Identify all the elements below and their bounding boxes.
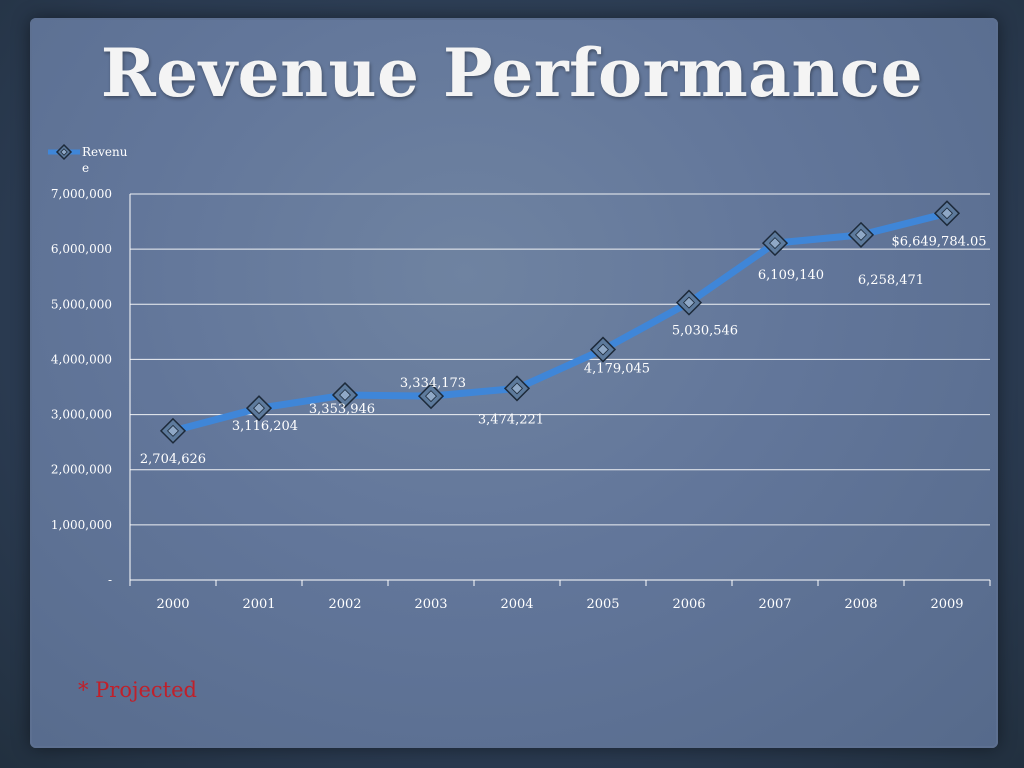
x-tick-label: 2006: [672, 597, 705, 612]
data-point-marker: [331, 381, 359, 409]
y-tick-label: -: [108, 573, 112, 587]
y-tick-label: 7,000,000: [51, 187, 112, 201]
x-tick-label: 2002: [328, 597, 361, 612]
x-tick-label: 2003: [414, 597, 447, 612]
data-label: 3,474,221: [478, 412, 544, 427]
y-tick-label: 1,000,000: [51, 518, 112, 532]
data-label: 6,258,471: [858, 273, 924, 288]
revenue-series-line: [169, 209, 951, 435]
data-label: 3,334,173: [400, 376, 466, 391]
x-tick-label: 2008: [844, 597, 877, 612]
x-tick-label: 2009: [930, 597, 963, 612]
data-point-marker: [847, 221, 875, 248]
x-tick-label: 2005: [586, 597, 619, 612]
legend-label: Revenu: [82, 145, 128, 159]
data-label: 6,109,140: [758, 268, 824, 283]
data-point-marker: [589, 336, 617, 363]
data-point-marker: [245, 395, 273, 422]
y-tick-label: 5,000,000: [51, 297, 112, 311]
data-label: 2,704,626: [140, 452, 206, 467]
data-point-marker: [675, 289, 703, 316]
x-tick-label: 2007: [758, 597, 791, 612]
y-tick-label: 4,000,000: [51, 352, 112, 366]
y-tick-label: 3,000,000: [51, 408, 112, 422]
data-label: 5,030,546: [672, 324, 738, 339]
data-label: 3,116,204: [232, 419, 298, 434]
y-tick-label: 6,000,000: [51, 242, 112, 256]
projected-footnote: * Projected: [78, 678, 197, 702]
data-point-marker: [417, 383, 445, 410]
legend-label: e: [82, 161, 89, 175]
y-tick-label: 2,000,000: [51, 463, 112, 477]
data-label: 3,353,946: [309, 402, 375, 417]
x-tick-label: 2004: [500, 597, 533, 612]
data-point-marker: [503, 375, 531, 402]
data-label: $6,649,784.05: [891, 234, 986, 249]
x-tick-label: 2000: [156, 597, 189, 612]
data-point-marker: [933, 200, 961, 227]
data-label: 4,179,045: [584, 362, 650, 377]
legend-marker-swatch: [55, 143, 73, 161]
page-title: Revenue Performance: [100, 34, 924, 112]
data-point-marker: [761, 230, 789, 257]
data-point-marker: [159, 417, 187, 444]
x-tick-label: 2001: [242, 597, 275, 612]
